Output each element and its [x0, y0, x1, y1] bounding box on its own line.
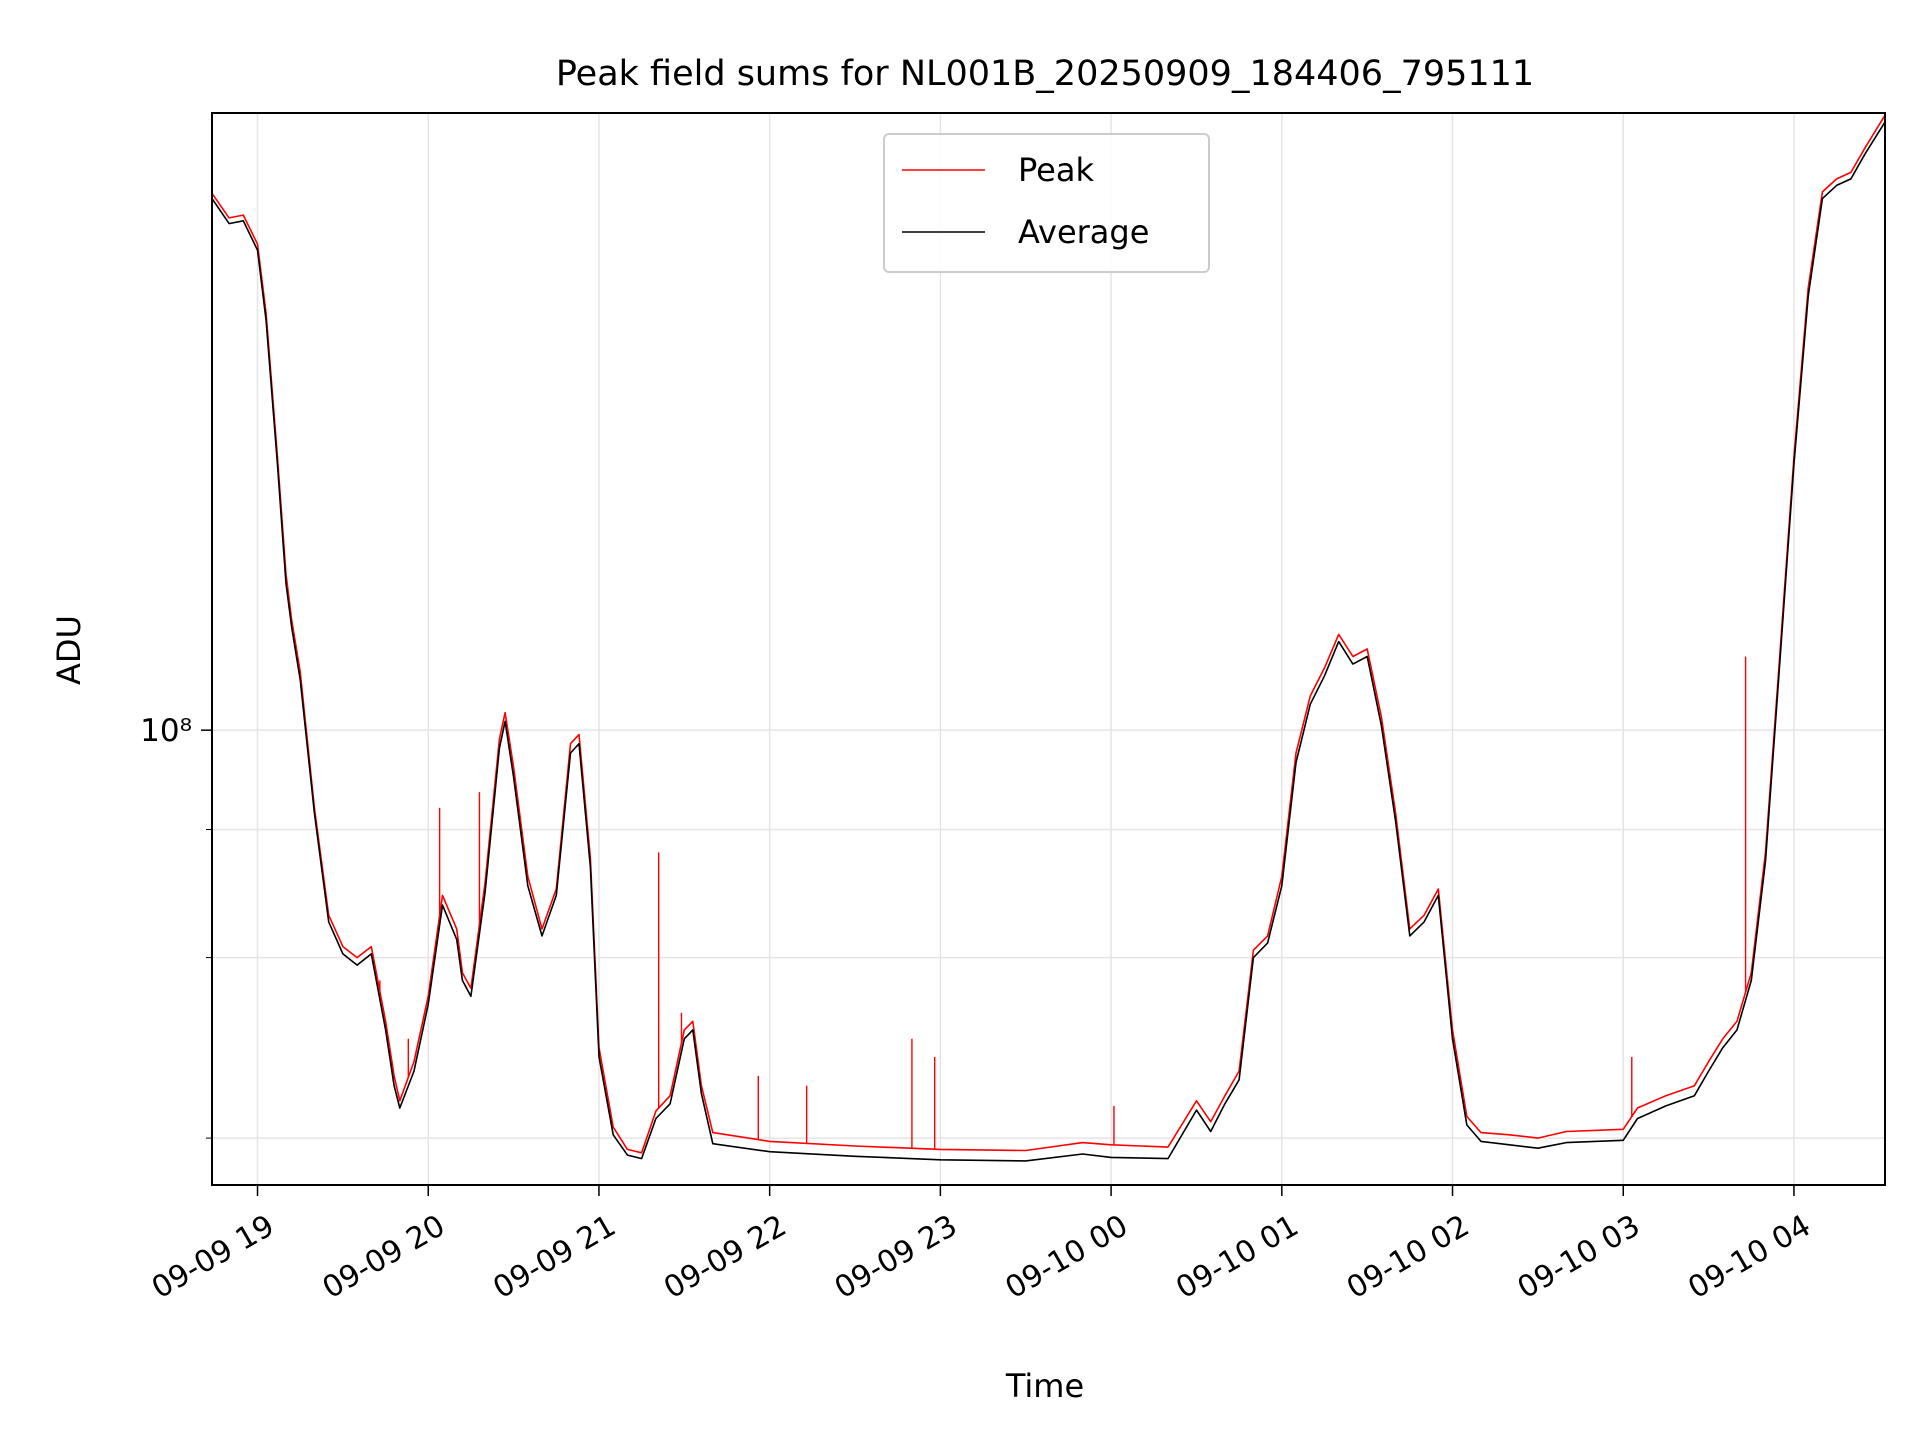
legend: Peak Average	[883, 133, 1210, 273]
y-tick-label: 10⁸	[140, 713, 192, 749]
x-axis-label: Time	[1005, 1367, 1084, 1405]
series-layer	[211, 114, 1886, 1162]
chart-title: Peak field sums for NL001B_20250909_1844…	[556, 54, 1534, 94]
plot-frame	[211, 112, 1886, 1186]
series-line-peak	[211, 114, 1886, 1154]
legend-peak-label: Peak	[1018, 151, 1094, 189]
series-line-average	[211, 121, 1886, 1162]
legend-box	[883, 133, 1210, 273]
y-axis: 10⁸	[140, 713, 212, 1139]
grid	[212, 113, 1885, 1185]
y-axis-label: ADU	[50, 615, 88, 685]
legend-average-label: Average	[1018, 213, 1149, 251]
